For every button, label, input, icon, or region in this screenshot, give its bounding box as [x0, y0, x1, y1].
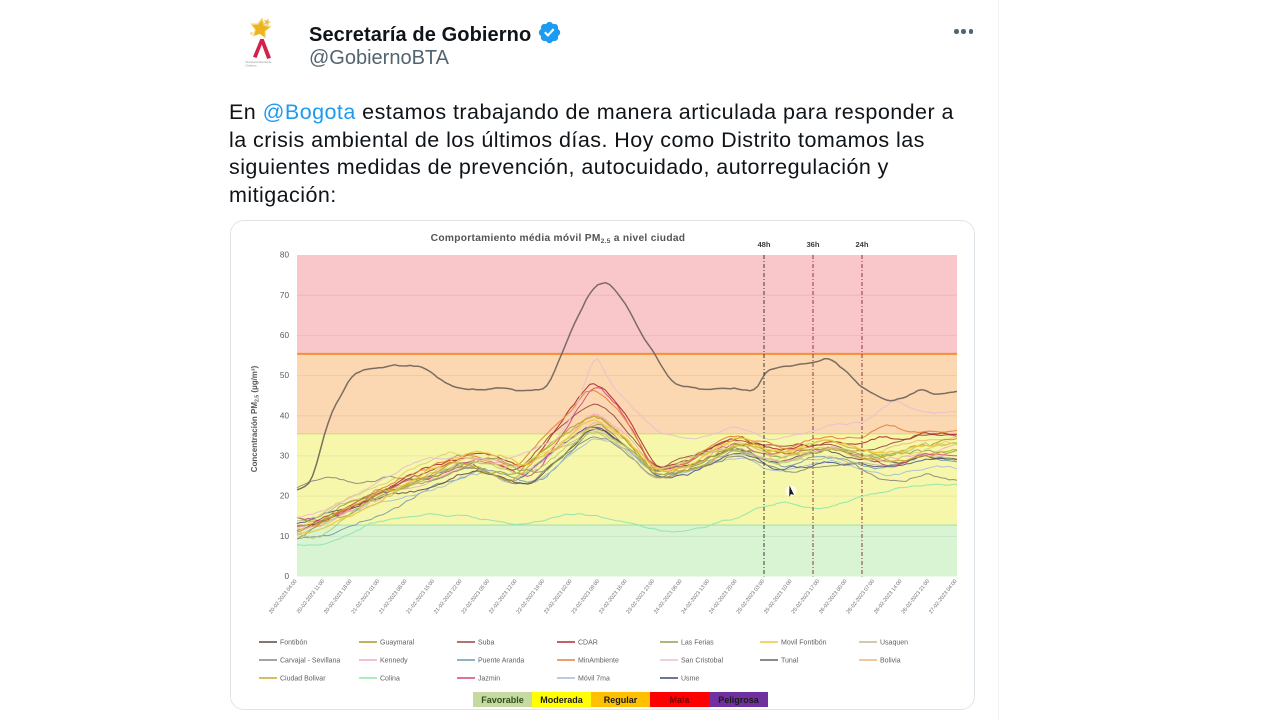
- svg-text:Secretaría Distrital de: Secretaría Distrital de: [246, 60, 272, 64]
- svg-text:70: 70: [280, 291, 290, 300]
- svg-text:Carvajal - Sevillana: Carvajal - Sevillana: [280, 658, 340, 665]
- svg-text:30: 30: [280, 452, 290, 461]
- svg-text:Comportamiento média móvil PM2: Comportamiento média móvil PM2.5 a nivel…: [431, 233, 686, 245]
- svg-text:MinAmbiente: MinAmbiente: [578, 658, 619, 665]
- svg-text:24h: 24h: [855, 240, 868, 249]
- svg-text:Guaymaral: Guaymaral: [380, 640, 415, 647]
- svg-text:Regular: Regular: [604, 695, 638, 705]
- svg-text:CDAR: CDAR: [578, 640, 598, 647]
- svg-text:Moderada: Moderada: [540, 695, 584, 705]
- svg-text:40: 40: [280, 411, 290, 420]
- svg-text:Colina: Colina: [380, 676, 400, 683]
- svg-text:Peligrosa: Peligrosa: [718, 695, 760, 705]
- svg-text:50: 50: [280, 371, 290, 380]
- svg-text:Jazmin: Jazmin: [478, 676, 500, 683]
- svg-text:Suba: Suba: [478, 640, 494, 647]
- svg-text:48h: 48h: [757, 240, 770, 249]
- svg-text:Kennedy: Kennedy: [380, 658, 408, 665]
- svg-text:Concentración PM2.5 (µg/m³): Concentración PM2.5 (µg/m³): [250, 365, 261, 472]
- svg-text:Puente Aranda: Puente Aranda: [478, 658, 524, 665]
- svg-text:Fontibón: Fontibón: [280, 640, 307, 647]
- svg-text:Las Ferias: Las Ferias: [681, 640, 714, 647]
- svg-text:0: 0: [284, 572, 289, 581]
- svg-text:60: 60: [280, 331, 290, 340]
- svg-text:Usme: Usme: [681, 676, 699, 683]
- svg-text:Ciudad Bolivar: Ciudad Bolivar: [280, 676, 326, 683]
- svg-text:Mala: Mala: [669, 695, 690, 705]
- svg-text:San Cristobal: San Cristobal: [681, 658, 723, 665]
- svg-text:20: 20: [280, 492, 290, 501]
- svg-text:Gobierno: Gobierno: [246, 63, 258, 67]
- svg-text:Usaquen: Usaquen: [880, 640, 908, 647]
- svg-text:Favorable: Favorable: [481, 695, 524, 705]
- svg-text:Tunal: Tunal: [781, 658, 799, 665]
- svg-text:Movil Fontibón: Movil Fontibón: [781, 640, 827, 647]
- svg-text:36h: 36h: [806, 240, 819, 249]
- svg-text:10: 10: [280, 532, 290, 541]
- svg-text:Bolivia: Bolivia: [880, 658, 901, 665]
- svg-text:80: 80: [280, 251, 290, 260]
- svg-text:Móvil 7ma: Móvil 7ma: [578, 676, 610, 683]
